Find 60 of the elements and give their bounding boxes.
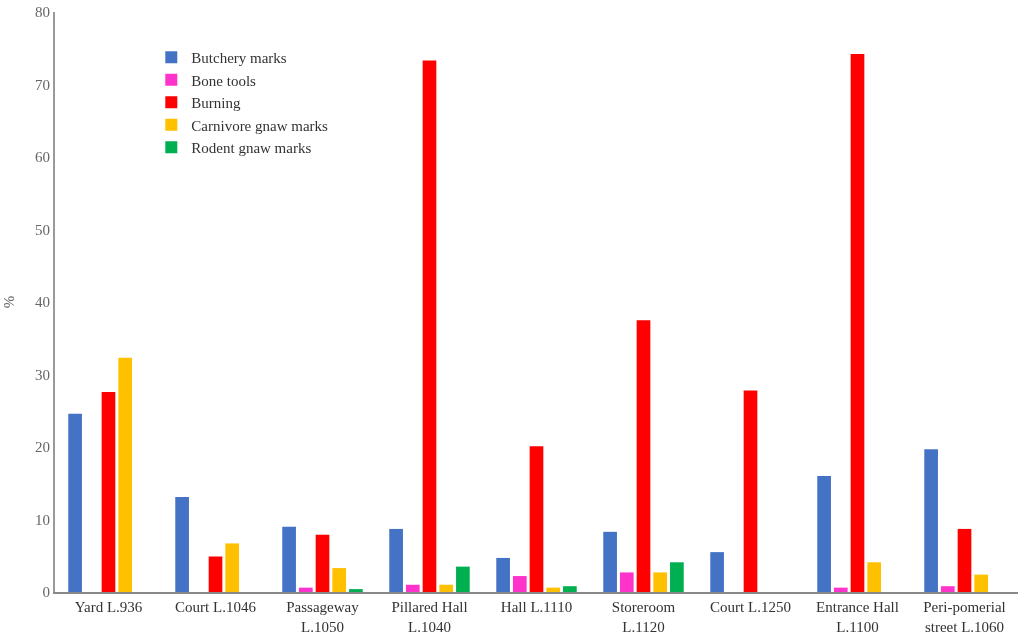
- bar: [974, 574, 989, 592]
- bar: [850, 54, 865, 592]
- x-tick-label: Court L.1046: [175, 599, 257, 615]
- x-tick-label: Pillared Hall L.1040: [391, 599, 468, 635]
- y-tick-label: 30: [35, 366, 50, 383]
- x-tick-label: Yard L.936: [74, 599, 143, 615]
- legend-label: Rodent gnaw marks: [191, 140, 312, 157]
- bar: [332, 568, 347, 592]
- bar: [512, 576, 527, 592]
- bar: [439, 584, 454, 592]
- bar: [817, 476, 831, 592]
- bar: [496, 557, 510, 592]
- bar: [456, 566, 470, 592]
- bar: [225, 543, 240, 592]
- bar: [710, 552, 724, 592]
- bar: [743, 390, 758, 592]
- x-tick-label: Entrance Hall L.1100: [816, 599, 899, 635]
- bar: [315, 534, 330, 592]
- bar: [349, 589, 363, 592]
- bar: [68, 413, 82, 592]
- bar: [389, 528, 403, 592]
- legend-label: Bone tools: [191, 72, 257, 89]
- bar: [208, 556, 223, 592]
- y-tick-label: 50: [35, 221, 50, 238]
- bar: [940, 586, 955, 592]
- x-tick-label: Storeroom L.1120: [611, 599, 676, 635]
- bar: [670, 562, 684, 592]
- x-tick-label: Peri-pomerial street L.1060: [923, 599, 1006, 635]
- bar: [833, 587, 848, 592]
- y-tick-label: 70: [35, 76, 50, 93]
- bar: [175, 497, 189, 592]
- y-tick-label: 80: [35, 4, 50, 21]
- bar: [957, 528, 972, 592]
- y-axis-title: %: [1, 295, 17, 309]
- bar: [636, 320, 651, 592]
- bar: [603, 531, 617, 592]
- bar: [867, 562, 882, 592]
- x-tick-label: Passageway L.1050: [286, 599, 360, 635]
- bar: [529, 446, 544, 592]
- bar: [653, 572, 668, 592]
- bar: [422, 60, 437, 592]
- bar: [101, 391, 116, 592]
- y-tick-label: 20: [35, 439, 50, 456]
- bar: [546, 587, 561, 592]
- y-tick-label: 10: [35, 511, 50, 528]
- legend-label: Burning: [191, 95, 241, 112]
- y-tick-label: 0: [42, 584, 50, 601]
- bar: [405, 584, 420, 592]
- bar: [282, 526, 296, 592]
- x-tick-label: Court L.1250: [710, 599, 791, 615]
- bar: [563, 586, 577, 592]
- bar: [118, 357, 133, 592]
- legend-label: Carnivore gnaw marks: [191, 117, 329, 134]
- bar: [924, 449, 938, 592]
- legend-label: Butchery marks: [191, 50, 287, 67]
- y-tick-label: 40: [35, 294, 50, 311]
- y-tick-label: 60: [35, 149, 50, 166]
- bar: [298, 587, 313, 592]
- bar: [619, 572, 634, 592]
- x-tick-label: Hall L.1110: [500, 599, 573, 615]
